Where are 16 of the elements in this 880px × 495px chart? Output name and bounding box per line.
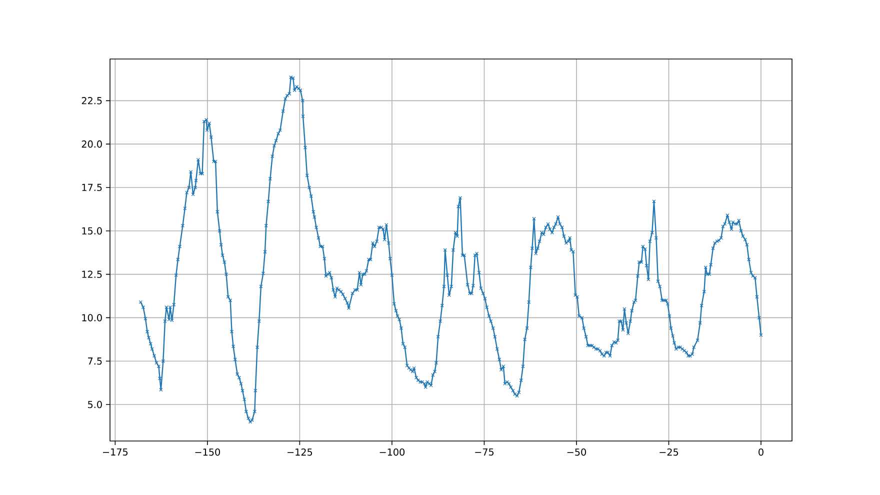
y-tick-label: 22.5 <box>82 97 102 104</box>
y-tick-label: 12.5 <box>82 270 102 278</box>
y-tick-label: 17.5 <box>82 184 102 192</box>
x-tick-label: −175 <box>103 448 128 456</box>
y-tick-label: 20.0 <box>82 140 102 148</box>
x-tick-label: −150 <box>195 448 220 456</box>
x-tick-label: −75 <box>475 448 494 456</box>
x-tick-label: −100 <box>380 448 405 456</box>
x-tick-label: −125 <box>288 448 312 456</box>
y-tick-label: 15.0 <box>82 227 102 235</box>
x-tick-label: −50 <box>567 448 586 456</box>
y-tick-label: 7.5 <box>88 358 102 365</box>
y-tick-label: 5.0 <box>88 400 102 408</box>
x-tick-label: 0 <box>758 448 764 456</box>
x-tick-label: −25 <box>660 448 678 456</box>
y-tick-label: 10.0 <box>82 314 102 322</box>
